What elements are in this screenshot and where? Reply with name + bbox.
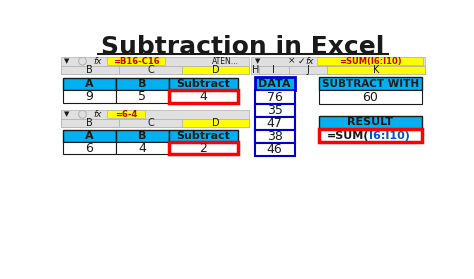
Bar: [259, 66, 289, 74]
Text: C: C: [147, 65, 154, 75]
Bar: [255, 117, 295, 130]
Text: fx: fx: [94, 110, 102, 119]
Text: DATA: DATA: [258, 79, 291, 89]
Bar: [63, 78, 116, 90]
Text: K: K: [373, 65, 379, 75]
Bar: [116, 90, 169, 103]
Bar: [61, 119, 119, 128]
Bar: [63, 130, 116, 142]
Bar: [107, 110, 145, 118]
Text: 60: 60: [363, 90, 378, 104]
Bar: [169, 130, 238, 142]
Bar: [319, 90, 422, 104]
Bar: [255, 143, 295, 156]
Bar: [119, 66, 182, 74]
Bar: [182, 66, 249, 74]
Bar: [169, 90, 238, 103]
Text: 47: 47: [267, 117, 283, 130]
Bar: [107, 57, 165, 65]
Bar: [319, 116, 422, 129]
Bar: [116, 130, 169, 142]
Text: I6:I10): I6:I10): [369, 131, 410, 141]
Bar: [116, 78, 169, 90]
Circle shape: [79, 110, 86, 118]
Bar: [255, 130, 295, 143]
Text: SUBTRACT WITH: SUBTRACT WITH: [322, 79, 419, 89]
Text: fx: fx: [94, 57, 102, 66]
Bar: [182, 119, 249, 128]
Text: 6: 6: [85, 142, 93, 155]
Text: 9: 9: [85, 90, 93, 103]
Text: =6-4: =6-4: [115, 110, 137, 119]
Bar: [119, 119, 182, 128]
Text: ▼: ▼: [64, 111, 70, 117]
Text: C: C: [147, 118, 154, 128]
Text: 4: 4: [200, 90, 207, 103]
Text: 35: 35: [267, 104, 283, 117]
Bar: [169, 142, 238, 154]
Text: fx: fx: [305, 57, 314, 66]
Text: ×: ×: [288, 57, 295, 66]
Bar: [61, 119, 249, 128]
Text: B: B: [86, 65, 93, 75]
Bar: [251, 57, 425, 66]
Text: 46: 46: [267, 143, 283, 156]
Bar: [255, 90, 295, 104]
Text: Subtract: Subtract: [176, 131, 230, 141]
Text: D: D: [212, 65, 219, 75]
Bar: [63, 90, 116, 103]
Text: A: A: [85, 79, 94, 89]
Text: =SUM(I6:I10): =SUM(I6:I10): [339, 57, 401, 66]
Text: H: H: [252, 65, 259, 75]
Bar: [289, 66, 328, 74]
Bar: [61, 66, 249, 74]
Bar: [116, 142, 169, 154]
Bar: [61, 66, 119, 74]
Text: 2: 2: [200, 142, 207, 155]
Bar: [319, 77, 422, 90]
Bar: [169, 78, 238, 90]
Text: =SUM(: =SUM(: [327, 131, 369, 141]
Text: Subtraction in Excel: Subtraction in Excel: [101, 35, 384, 59]
Text: Subtract: Subtract: [176, 79, 230, 89]
Text: 76: 76: [267, 90, 283, 104]
Text: ▼: ▼: [64, 58, 70, 64]
Text: B: B: [86, 118, 93, 128]
Text: A: A: [85, 131, 94, 141]
Bar: [255, 77, 295, 90]
Bar: [328, 66, 425, 74]
Bar: [255, 104, 295, 117]
Text: I: I: [273, 65, 275, 75]
Text: ATEN...: ATEN...: [212, 57, 239, 66]
Text: RESULT: RESULT: [347, 117, 393, 128]
Circle shape: [79, 57, 86, 65]
Text: 5: 5: [138, 90, 146, 103]
Bar: [61, 110, 249, 119]
Text: =B16-C16: =B16-C16: [113, 57, 159, 66]
Text: 4: 4: [138, 142, 146, 155]
Bar: [317, 57, 423, 65]
Text: ✓: ✓: [297, 57, 305, 66]
Text: B: B: [138, 131, 146, 141]
Bar: [251, 66, 425, 74]
Text: 38: 38: [267, 130, 283, 143]
Bar: [63, 142, 116, 154]
Text: ▼: ▼: [255, 58, 260, 64]
Bar: [61, 57, 249, 66]
Text: J: J: [307, 65, 310, 75]
Text: D: D: [212, 118, 219, 128]
Text: B: B: [138, 79, 146, 89]
Bar: [319, 129, 422, 142]
